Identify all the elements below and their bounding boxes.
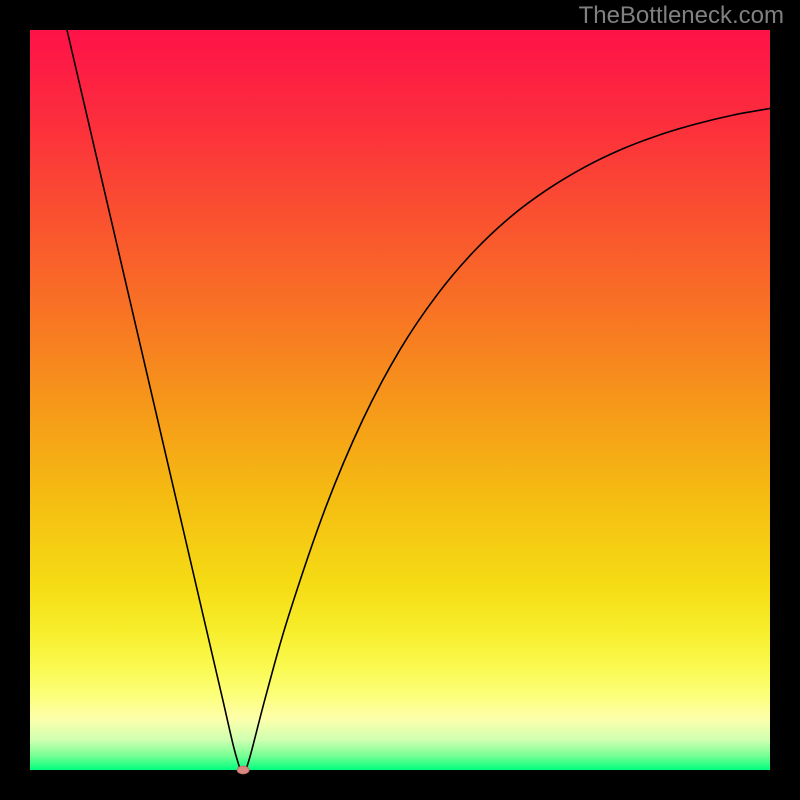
chart-frame: TheBottleneck.com [0,0,800,800]
bottleneck-chart [0,0,800,800]
watermark-text: TheBottleneck.com [579,2,784,30]
plot-background [30,30,770,770]
optimum-marker [237,766,249,774]
